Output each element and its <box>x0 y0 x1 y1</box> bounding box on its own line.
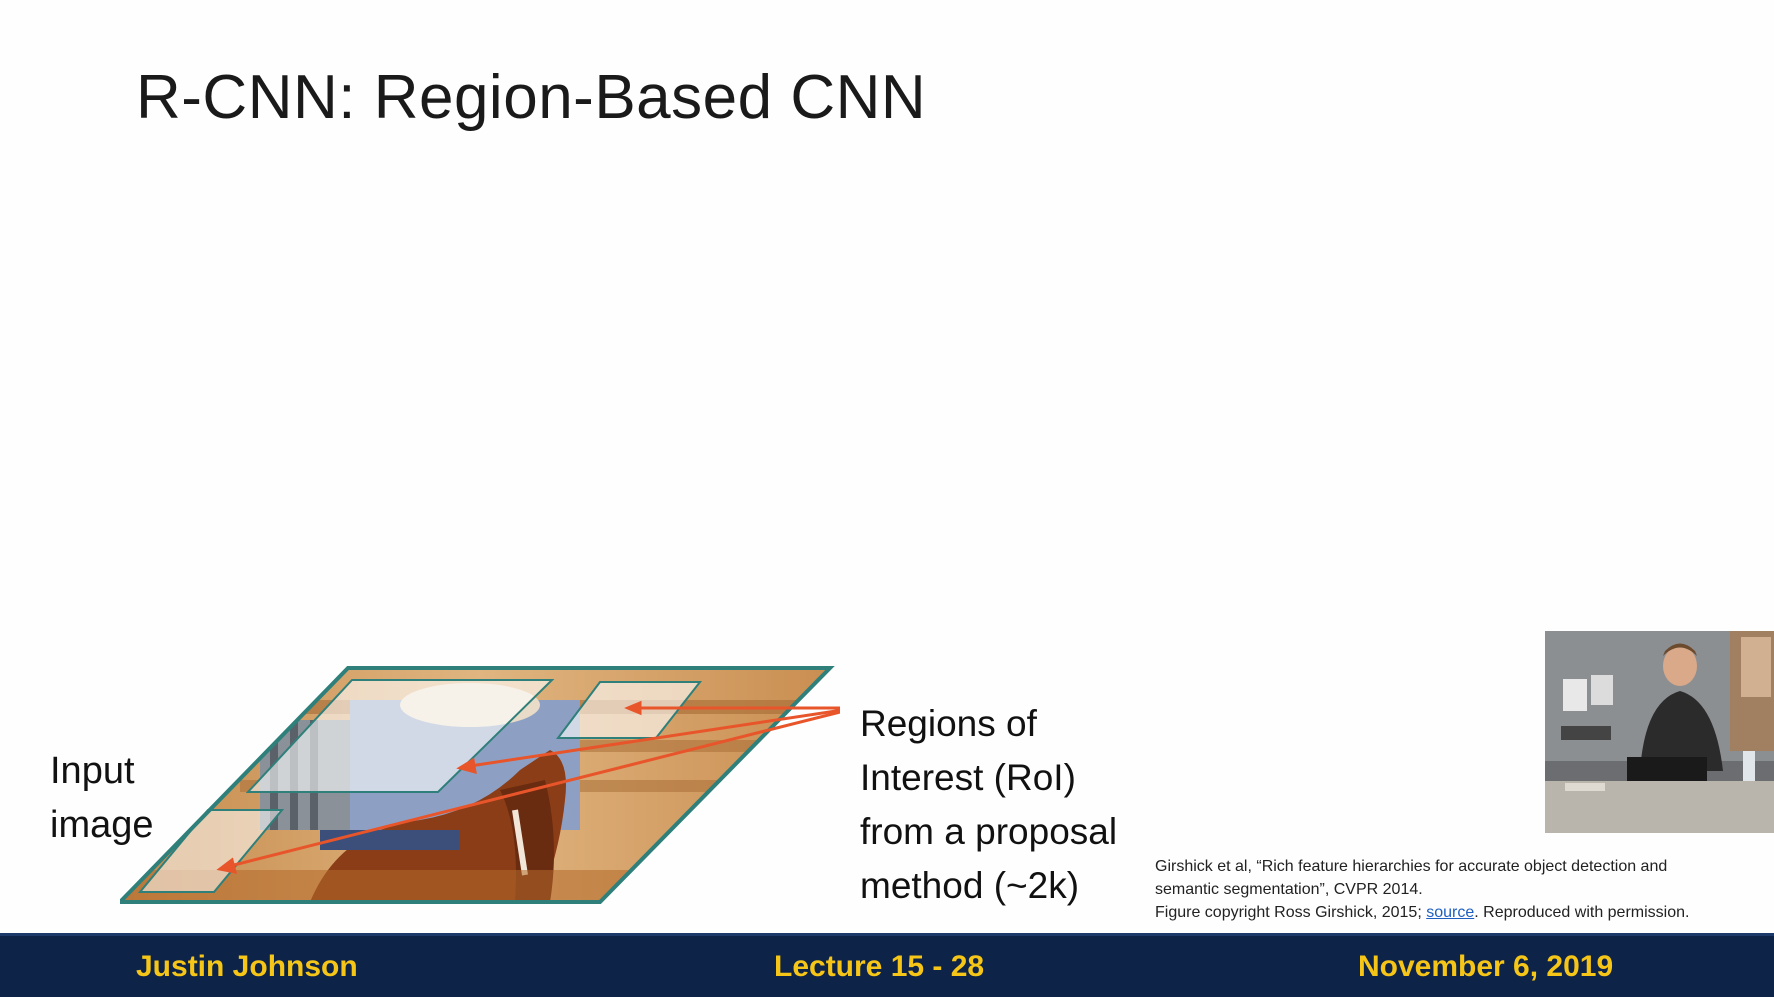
citation: Girshick et al, “Rich feature hierarchie… <box>1155 855 1755 924</box>
footer-lecture-number: Lecture 15 - 28 <box>774 950 985 983</box>
regions-label-line-4: method (~2k) <box>860 865 1080 906</box>
slide-title: R-CNN: Region-Based CNN <box>136 63 927 132</box>
footer-date: November 6, 2019 <box>1358 950 1614 983</box>
input-image-label: Input image <box>50 744 154 852</box>
roi-arrows <box>216 700 840 874</box>
input-image-figure <box>120 666 840 904</box>
input-label-line-2: image <box>50 804 154 846</box>
regions-label-line-1: Regions of <box>860 703 1037 744</box>
footer-author: Justin Johnson <box>136 950 358 983</box>
source-link[interactable]: source <box>1426 904 1475 921</box>
regions-label-line-2: Interest (RoI) <box>860 757 1076 798</box>
regions-label-line-3: from a proposal <box>860 811 1118 852</box>
citation-line-2: semantic segmentation”, CVPR 2014. <box>1155 881 1423 898</box>
citation-line-3: Figure copyright Ross Girshick, 2015; so… <box>1155 901 1755 924</box>
citation-suffix: . Reproduced with permission. <box>1474 904 1690 921</box>
webcam-inset <box>1545 631 1774 833</box>
footer-bar: Justin Johnson Lecture 15 - 28 November … <box>0 933 1774 997</box>
regions-of-interest-label: Regions of Interest (RoI) from a proposa… <box>860 697 1117 913</box>
citation-line-1: Girshick et al, “Rich feature hierarchie… <box>1155 858 1668 875</box>
input-label-line-1: Input <box>50 750 135 792</box>
citation-prefix: Figure copyright Ross Girshick, 2015; <box>1155 904 1427 921</box>
